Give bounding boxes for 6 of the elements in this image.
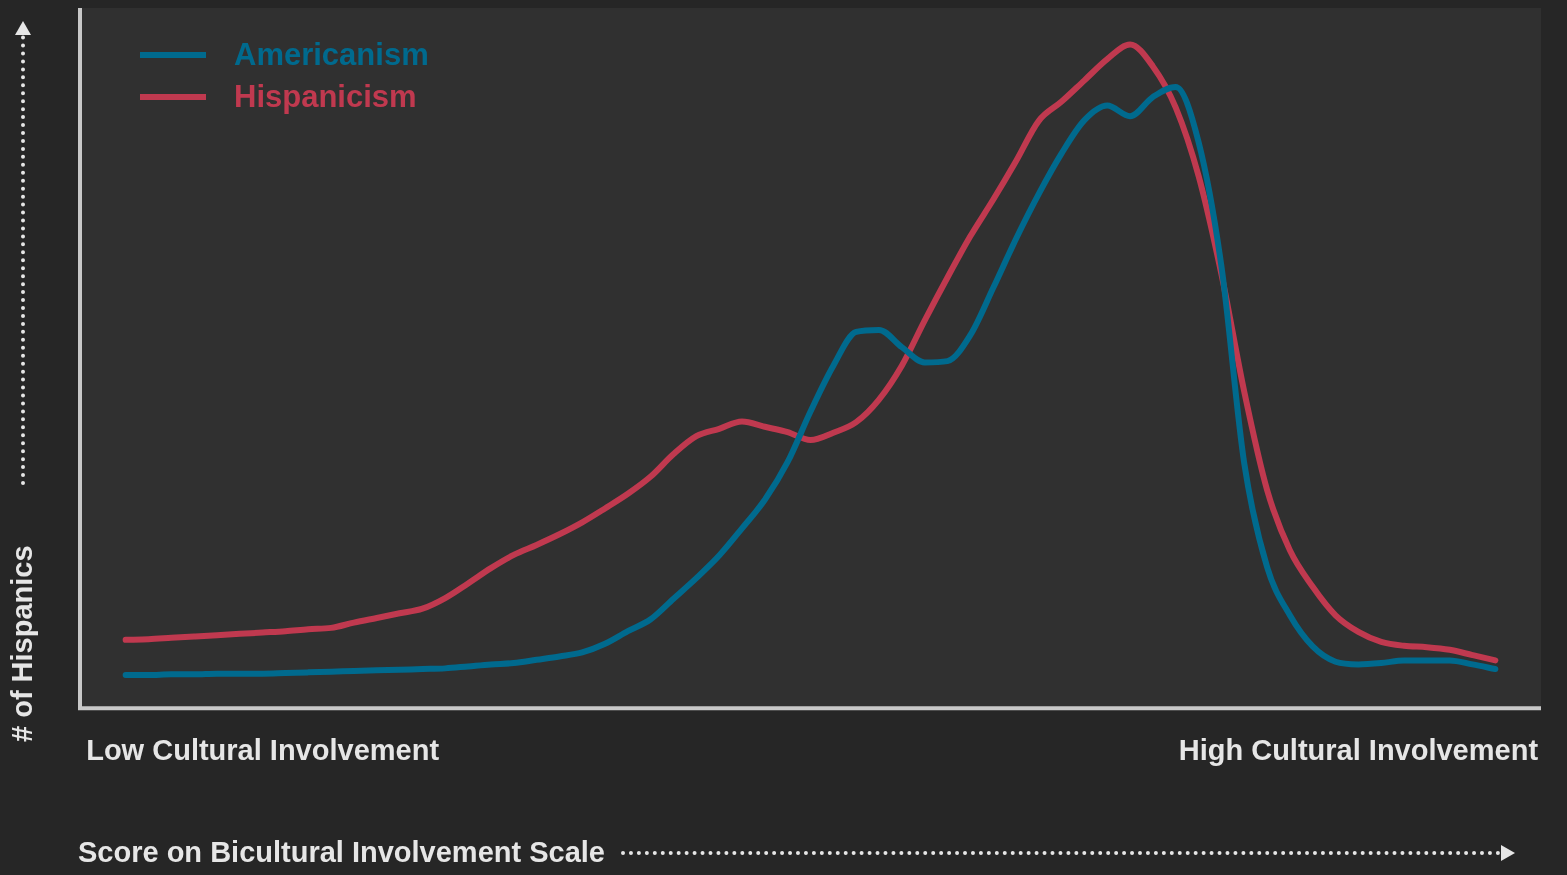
legend-label: Hispanicism <box>234 79 417 115</box>
x-tick-label: Low Cultural Involvement <box>86 733 440 766</box>
legend-label: Americanism <box>234 37 429 73</box>
x-axis-title: Score on Bicultural Involvement Scale <box>78 836 605 869</box>
y-axis-title: # of Hispanics <box>6 545 39 742</box>
x-tick-label: High Cultural Involvement <box>1178 733 1539 766</box>
